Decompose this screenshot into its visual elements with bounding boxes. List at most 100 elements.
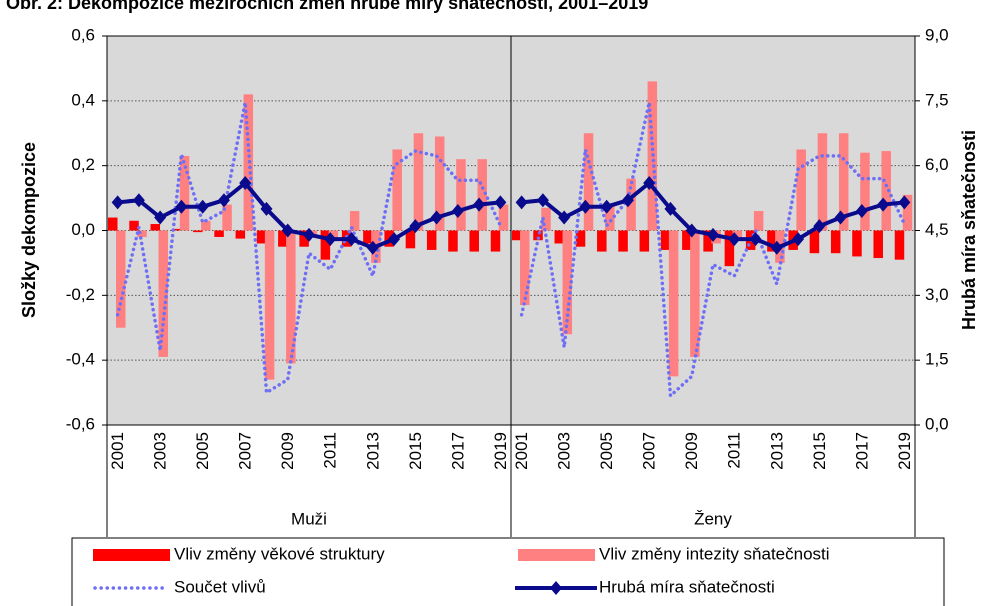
rate-marker xyxy=(664,201,677,216)
x-tick-label: 2001 xyxy=(108,432,127,470)
x-tick-label: 2007 xyxy=(640,432,659,470)
x-tick-label: 2005 xyxy=(193,432,212,470)
bar xyxy=(583,133,594,231)
bar xyxy=(562,230,573,335)
rate-marker xyxy=(175,199,188,214)
y2-tick-label: 9,0 xyxy=(925,25,949,44)
x-tick-label: 2011 xyxy=(321,432,340,469)
bar xyxy=(222,204,232,231)
rate-marker xyxy=(898,195,911,210)
rate-marker xyxy=(366,240,379,255)
legend-label: Hrubá míra sňatečnosti xyxy=(599,577,775,596)
bar xyxy=(434,136,445,231)
x-tick-label: 2015 xyxy=(810,432,829,470)
bar xyxy=(137,230,147,237)
bar xyxy=(575,230,586,247)
bar xyxy=(852,230,862,257)
rate-marker xyxy=(409,219,422,234)
rate-marker xyxy=(111,195,124,210)
bar xyxy=(724,230,735,267)
rate-marker xyxy=(239,175,252,190)
rate-marker xyxy=(558,210,571,225)
y-tick-label: 0,6 xyxy=(71,25,95,44)
bar xyxy=(796,149,806,231)
bar xyxy=(299,230,309,247)
legend-swatch xyxy=(93,549,170,561)
legend-marker xyxy=(550,581,562,595)
y2-tick-label: 3,0 xyxy=(925,285,949,304)
x-tick-label: 2009 xyxy=(278,432,297,470)
bar xyxy=(179,155,190,231)
bar xyxy=(838,133,849,231)
bar xyxy=(512,230,522,241)
x-tick-label: 2011 xyxy=(725,432,744,469)
rate-marker xyxy=(388,232,401,247)
rate-marker xyxy=(813,219,826,234)
bar xyxy=(520,230,530,306)
bar xyxy=(881,151,891,231)
bar xyxy=(767,230,777,252)
y-axis-title: Složky dekompozice xyxy=(19,142,39,318)
bar xyxy=(682,230,692,250)
y-tick-label: 0,0 xyxy=(71,220,95,239)
bar xyxy=(690,230,700,357)
rate-marker xyxy=(494,195,507,210)
bar xyxy=(554,230,565,244)
bar xyxy=(129,220,139,231)
rate-marker xyxy=(515,195,528,210)
x-tick-label: 2003 xyxy=(151,432,170,470)
bar xyxy=(639,230,650,252)
rate-marker xyxy=(834,210,847,225)
bar xyxy=(235,230,246,239)
bar xyxy=(413,133,424,231)
bar xyxy=(286,230,296,364)
bar xyxy=(193,230,203,233)
rate-marker xyxy=(154,210,167,225)
bar xyxy=(201,220,211,231)
y2-tick-label: 0,0 xyxy=(925,414,949,433)
x-tick-label: 2015 xyxy=(406,432,425,470)
y2-axis-title: Hrubá míra sňatečnosti xyxy=(959,130,979,330)
bar xyxy=(108,217,118,231)
x-tick-label: 2003 xyxy=(555,432,574,470)
x-tick-label: 2013 xyxy=(363,432,382,470)
x-tick-label: 2005 xyxy=(597,432,616,470)
bar xyxy=(456,159,466,231)
bar xyxy=(605,204,615,231)
bar xyxy=(392,149,402,231)
bar xyxy=(320,230,331,260)
y2-tick-label: 1,5 xyxy=(925,350,949,369)
bar xyxy=(278,230,288,247)
legend-box xyxy=(71,537,945,606)
y-tick-label: 0,2 xyxy=(71,155,95,174)
bar xyxy=(626,178,636,231)
bar xyxy=(873,230,883,259)
y-tick-label: -0,4 xyxy=(66,350,95,369)
sum-line xyxy=(519,102,907,400)
legend-label: Součet vlivů xyxy=(174,577,266,596)
x-tick-label: 2009 xyxy=(682,432,701,470)
panel-label: Muži xyxy=(291,509,327,528)
bar xyxy=(660,230,671,250)
rate-marker xyxy=(303,227,315,242)
bar xyxy=(703,230,713,252)
y2-tick-label: 4,5 xyxy=(925,220,949,239)
bar xyxy=(363,230,373,244)
rate-marker xyxy=(728,232,741,247)
y2-tick-label: 7,5 xyxy=(925,90,949,109)
rate-marker xyxy=(749,232,762,247)
sum-line xyxy=(115,102,503,396)
rate-marker xyxy=(855,204,868,219)
bar xyxy=(753,211,764,231)
rate-marker xyxy=(473,197,486,212)
rate-marker xyxy=(196,199,209,214)
bar xyxy=(214,230,224,237)
bar xyxy=(597,230,607,252)
bar xyxy=(809,230,820,254)
bar xyxy=(541,207,551,231)
bar xyxy=(448,230,458,252)
bar xyxy=(830,230,841,254)
x-tick-label: 2019 xyxy=(491,432,510,470)
x-tick-label: 2017 xyxy=(852,432,871,470)
